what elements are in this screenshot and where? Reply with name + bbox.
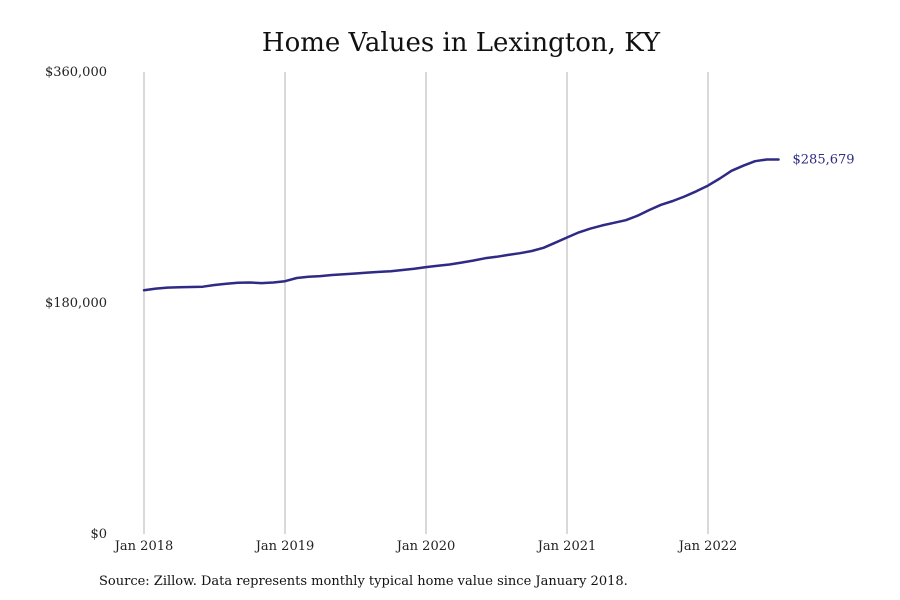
x-tick-label: Jan 2019 <box>254 539 315 554</box>
y-tick-label: $360,000 <box>45 65 107 80</box>
series-line-0 <box>142 158 780 292</box>
source-note: Source: Zillow. Data represents monthly … <box>99 574 628 589</box>
y-tick-label: $180,000 <box>45 296 107 311</box>
x-tick-label: Jan 2021 <box>536 539 597 554</box>
chart-title: Home Values in Lexington, KY <box>262 28 661 58</box>
y-tick-label: $0 <box>90 527 107 542</box>
x-tick-label: Jan 2020 <box>395 539 456 554</box>
x-tick-label: Jan 2018 <box>113 539 174 554</box>
series-group <box>142 158 780 292</box>
gridlines <box>143 72 709 534</box>
last-value-label: $285,679 <box>793 153 855 168</box>
x-tick-label: Jan 2022 <box>677 539 738 554</box>
x-axis-ticks: Jan 2018 Jan 2019 Jan 2020 Jan 2021 Jan 2022 <box>113 539 738 554</box>
y-axis-ticks: $0 $180,000 $360,000 <box>45 65 107 542</box>
